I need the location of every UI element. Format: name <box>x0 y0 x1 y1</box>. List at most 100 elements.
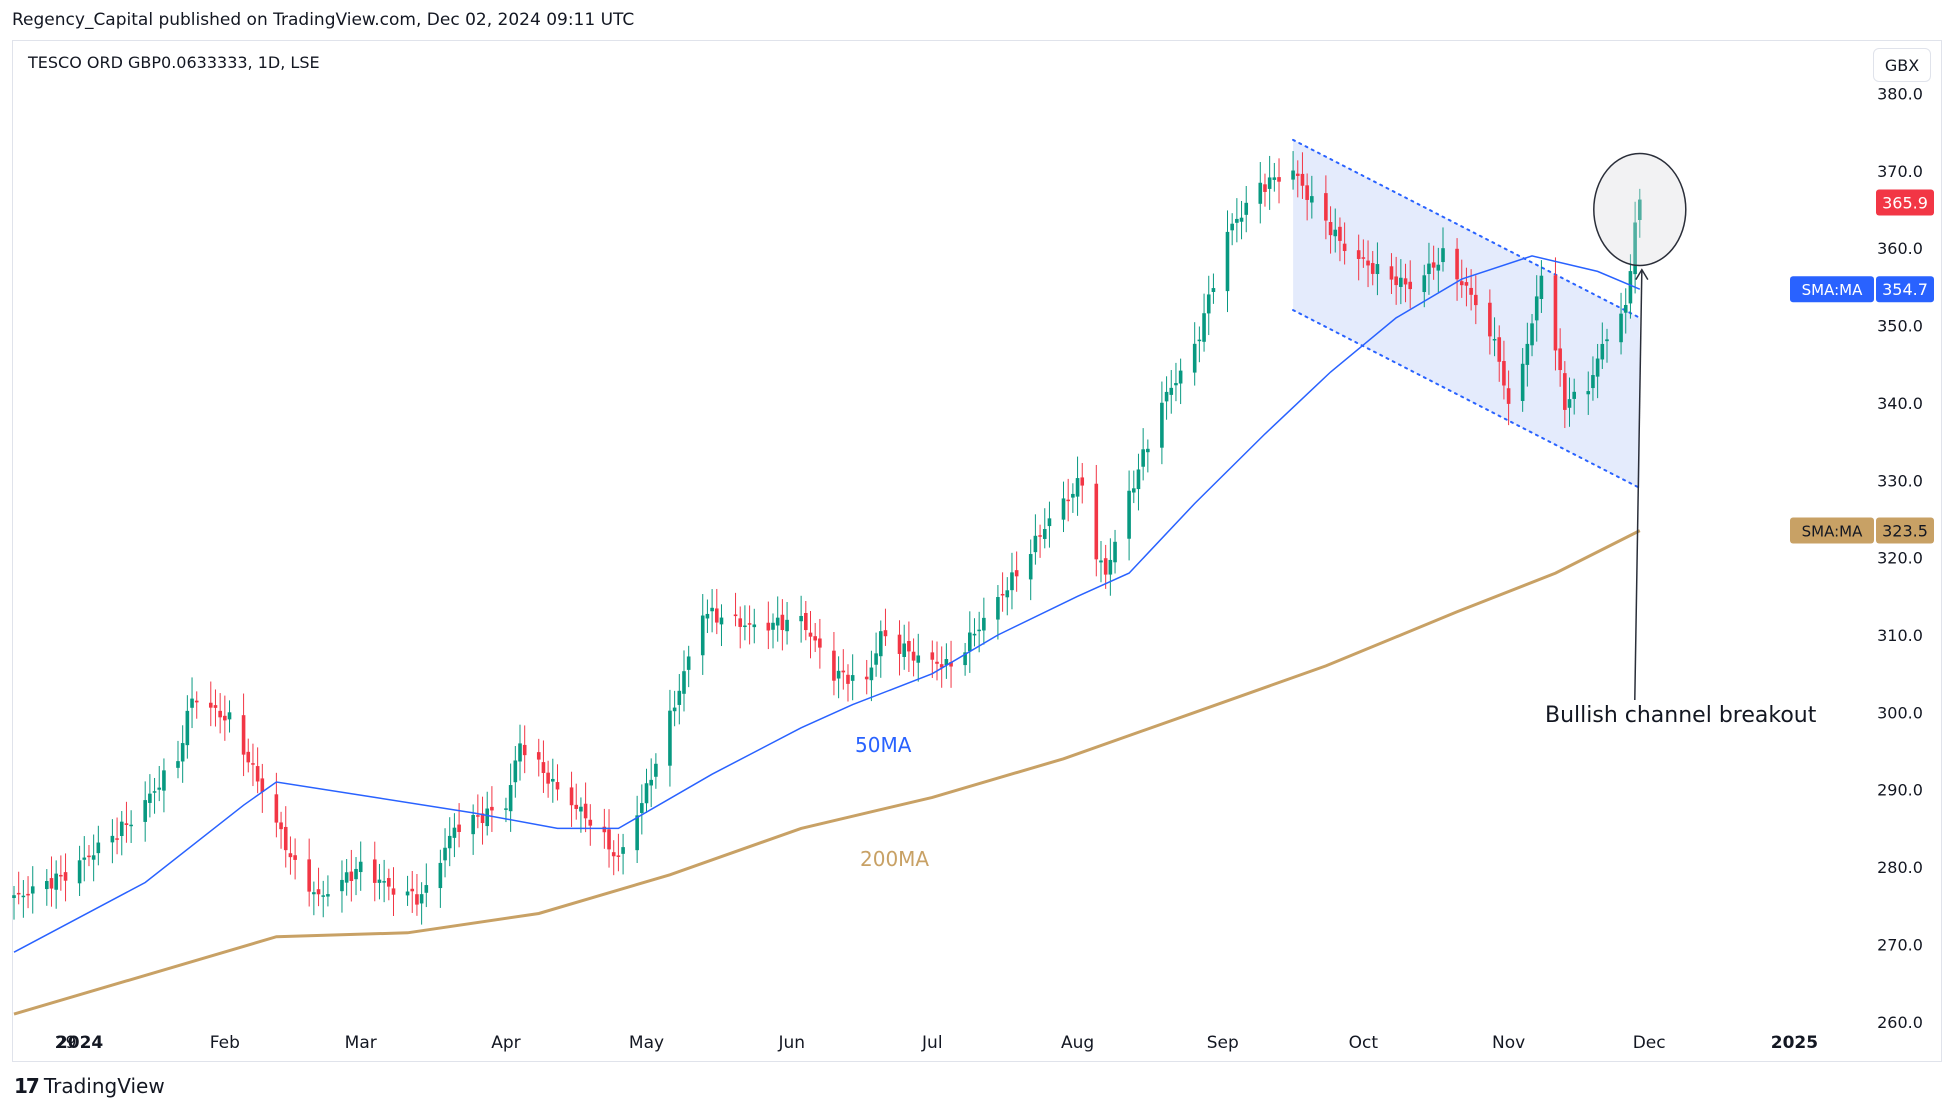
candle-body <box>372 859 377 883</box>
candle <box>640 784 644 835</box>
candle <box>1408 260 1413 309</box>
candle <box>677 674 682 725</box>
candle <box>410 870 415 913</box>
candle <box>1553 257 1558 371</box>
candle-body <box>1333 229 1338 237</box>
candle-body <box>190 698 194 708</box>
sma50-tag-value: 354.7 <box>1882 280 1928 299</box>
candle <box>682 650 686 712</box>
candle-body <box>874 653 878 665</box>
candle-body <box>1408 281 1413 290</box>
candle <box>1239 200 1244 240</box>
candle <box>705 599 710 634</box>
candle <box>1436 247 1441 293</box>
breakout-label: Bullish channel breakout <box>1545 703 1817 728</box>
candle-body <box>1305 185 1309 200</box>
candle-body <box>457 824 461 832</box>
candle <box>340 860 344 913</box>
candle-body <box>972 633 977 636</box>
candle-body <box>1506 388 1511 404</box>
candle <box>1211 273 1216 304</box>
candle <box>588 804 593 846</box>
candle-body <box>1174 383 1178 386</box>
candle <box>907 621 911 672</box>
candle-body <box>588 819 593 826</box>
candle <box>1310 175 1314 219</box>
candle <box>1160 381 1164 465</box>
candle <box>508 763 513 832</box>
candle-body <box>1267 177 1272 189</box>
candle <box>649 758 653 808</box>
candle-body <box>864 676 869 680</box>
x-tick-label: Mar <box>345 1033 377 1053</box>
candle <box>358 841 363 891</box>
candle-body <box>504 808 508 810</box>
candle-body <box>354 868 358 880</box>
y-tick-label: 370.0 <box>1877 162 1923 181</box>
candle <box>766 601 771 650</box>
candle-body <box>977 629 981 632</box>
y-tick-label: 290.0 <box>1877 781 1923 800</box>
candle <box>307 838 311 907</box>
candle <box>1455 238 1459 301</box>
candle <box>785 602 789 645</box>
candle <box>1333 208 1338 253</box>
candle-body <box>1459 281 1464 286</box>
candle <box>1028 539 1033 601</box>
candle <box>26 876 30 909</box>
candle <box>972 618 977 647</box>
candle-body <box>551 778 555 782</box>
candle-body <box>1567 399 1572 408</box>
candle-body <box>59 874 63 877</box>
candle <box>1164 376 1169 420</box>
candle <box>1375 242 1380 296</box>
candle <box>804 601 808 641</box>
candle <box>1178 358 1183 405</box>
candle-body <box>288 853 293 858</box>
candle <box>963 642 967 676</box>
candle-body <box>377 879 382 883</box>
sma200-tag-label-bg <box>1790 517 1874 544</box>
tradingview-logo[interactable]: 17 TradingView <box>14 1074 165 1098</box>
candle <box>44 869 49 906</box>
candle-body <box>312 892 316 895</box>
candle <box>1169 370 1174 414</box>
candle <box>555 764 560 801</box>
candle <box>208 681 213 727</box>
candle-body <box>1591 375 1595 389</box>
highlight-circle <box>1593 152 1687 267</box>
candle-body <box>227 712 232 720</box>
candle <box>621 833 625 875</box>
candle <box>424 863 429 908</box>
breakout-arrow <box>1634 269 1643 701</box>
candle-body <box>677 690 682 705</box>
candle <box>185 695 190 759</box>
candle <box>752 608 757 644</box>
candle <box>780 599 785 651</box>
candle-body <box>1005 590 1010 598</box>
candle-body <box>1361 257 1366 259</box>
candle-body <box>574 804 579 809</box>
candle <box>1291 151 1295 190</box>
candle-body <box>44 881 49 890</box>
candle <box>419 882 424 925</box>
candle <box>119 811 124 856</box>
candle <box>719 604 724 647</box>
candle-body <box>110 835 115 843</box>
candle <box>1605 328 1609 363</box>
candle <box>452 813 457 858</box>
candle <box>874 632 878 677</box>
sma50-tag-label: SMA:MA <box>1802 281 1863 299</box>
currency-button[interactable]: GBX <box>1873 48 1931 82</box>
candle <box>883 608 888 646</box>
candle <box>1103 544 1108 589</box>
candle-body <box>358 861 363 873</box>
candle <box>59 855 63 891</box>
candle <box>846 664 850 702</box>
candle <box>190 677 194 729</box>
candle-body <box>162 770 166 791</box>
candle <box>813 622 817 653</box>
price-tags: 365.9 SMA:MA 354.7 SMA:MA 323.5 <box>1790 189 1934 544</box>
candle-body <box>611 852 616 857</box>
